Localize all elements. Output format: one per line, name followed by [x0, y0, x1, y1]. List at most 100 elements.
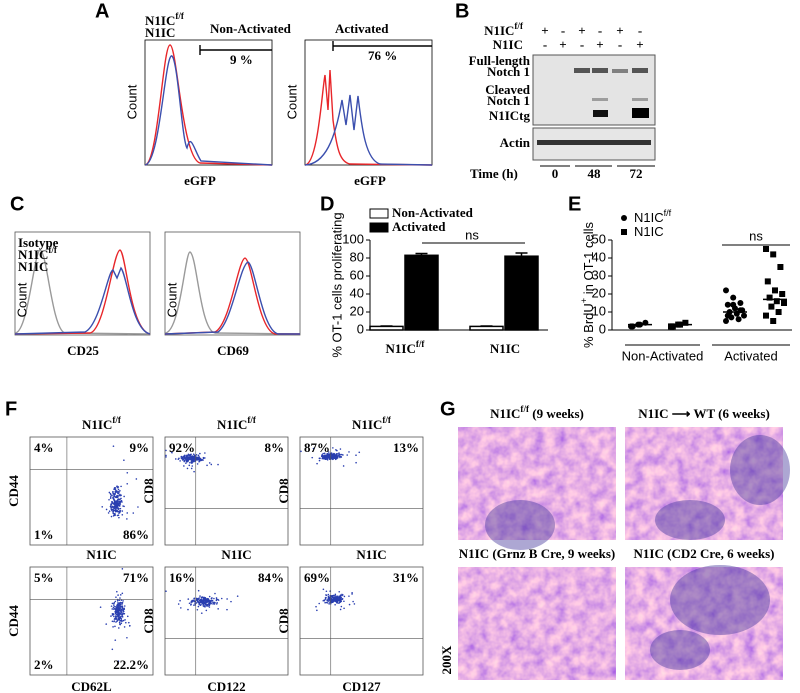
event-dot [117, 610, 119, 613]
event-dot [189, 456, 192, 459]
legend-swatch [369, 222, 389, 233]
legend-entry-sup: f/f [175, 11, 185, 21]
event-dot [210, 599, 212, 602]
event-dot [203, 596, 205, 599]
row-label-text: N1IC [493, 37, 523, 52]
event-dot [121, 510, 124, 512]
event-dot [338, 454, 340, 457]
event-dot [186, 467, 189, 470]
event-dot [111, 602, 114, 605]
event-dot [207, 605, 209, 607]
x-tick-label-text: N1IC [490, 341, 520, 356]
event-dot [215, 599, 218, 602]
plot-frame [164, 566, 289, 676]
band-label: Full-length [469, 53, 531, 68]
event-dot [226, 608, 228, 611]
event-dot [338, 602, 340, 604]
event-dot [111, 494, 113, 497]
y-tick-label: 30 [592, 267, 606, 282]
event-dot [336, 457, 339, 459]
event-dot [353, 603, 356, 605]
event-dot [316, 609, 318, 612]
y-tick-label: 10 [592, 303, 606, 318]
event-dot [119, 613, 121, 616]
event-dot [116, 614, 119, 616]
event-dot [193, 604, 195, 606]
event-dot [183, 458, 186, 460]
trace [164, 261, 300, 335]
event-dot [119, 610, 121, 612]
bar [369, 325, 404, 331]
event-dot [116, 506, 118, 509]
event-dot [198, 460, 200, 463]
event-dot [113, 620, 116, 622]
plot-title-sup: f/f [112, 415, 122, 425]
image-title-rest: (9 weeks) [529, 406, 584, 421]
event-dot [322, 457, 325, 460]
sign: - [580, 37, 584, 52]
histograms-c [14, 231, 301, 336]
event-dot [116, 514, 119, 517]
data-point [779, 291, 786, 297]
event-dot [217, 608, 219, 610]
plot-frame [29, 436, 154, 546]
event-dot [120, 612, 123, 614]
event-dot [120, 499, 123, 502]
event-dot [188, 456, 190, 458]
event-dot [120, 485, 122, 488]
event-dot [205, 598, 207, 601]
event-dot [318, 602, 320, 605]
sign: + [559, 37, 566, 52]
data-point [763, 246, 769, 252]
image-title: N1ICf/f (9 weeks) [490, 404, 584, 421]
event-dot [116, 485, 118, 488]
y-axis-label-sup: + [579, 298, 589, 303]
band-label: N1ICtg [489, 108, 531, 123]
event-dot [207, 599, 210, 601]
event-dot [110, 515, 113, 518]
event-dot [188, 602, 191, 605]
event-dot [210, 463, 213, 466]
event-dot [111, 501, 114, 504]
event-dot [334, 457, 337, 460]
event-dot [358, 451, 361, 454]
event-dot [119, 493, 121, 496]
event-dot [333, 453, 336, 456]
x-axis-label: CD62L [71, 679, 112, 693]
event-dot [342, 594, 344, 596]
event-dot [208, 462, 211, 464]
data-point [737, 300, 744, 306]
event-dot [116, 495, 119, 497]
event-dot [165, 449, 167, 452]
event-dot [190, 603, 192, 605]
event-dot [118, 611, 120, 614]
event-dot [337, 598, 340, 600]
event-dot [193, 470, 195, 473]
event-dot [101, 506, 104, 508]
event-dot [311, 456, 314, 459]
event-dot [114, 493, 117, 495]
event-dot [191, 465, 194, 467]
event-dot [193, 458, 196, 461]
bar [504, 255, 539, 331]
plot-title: N1ICf/f [352, 415, 392, 432]
legend-entry-text: N1IC [145, 25, 175, 40]
event-dot [202, 603, 204, 605]
event-dot [337, 595, 339, 597]
event-dot [107, 512, 110, 514]
event-dot [114, 605, 116, 608]
event-dot [115, 616, 118, 618]
quadrant-percent: 86% [123, 527, 149, 542]
quadrant-percent: 9% [130, 440, 150, 455]
magnification-label: 200X [439, 645, 454, 675]
time-value: 0 [552, 166, 559, 181]
event-dot [111, 508, 114, 511]
event-dot [117, 594, 119, 596]
plot-title-text: N1IC [352, 417, 382, 432]
event-dot [121, 616, 124, 618]
data-point [773, 298, 780, 305]
event-dot [210, 597, 213, 600]
legend-label-sup: f/f [664, 208, 672, 218]
event-dot [323, 599, 326, 601]
